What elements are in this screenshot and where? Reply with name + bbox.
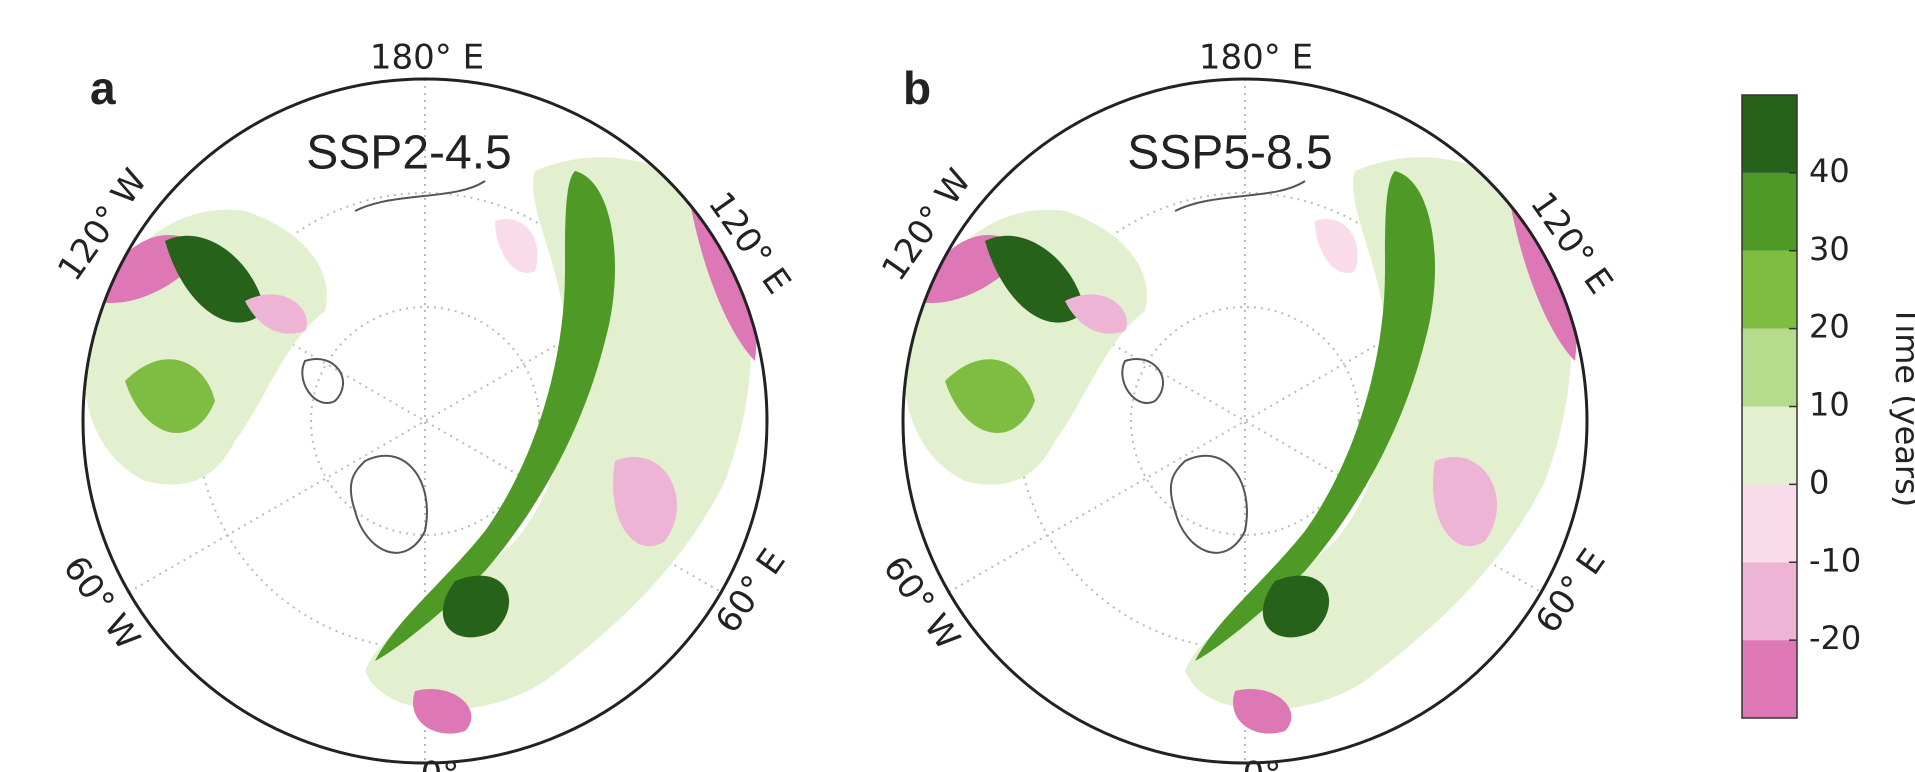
colorbar-segment <box>1742 484 1797 562</box>
colorbar-segment <box>1742 95 1797 173</box>
colorbar-segment <box>1742 562 1797 640</box>
colorbar-segment <box>1742 407 1797 485</box>
panel-label: a <box>90 62 116 114</box>
colorbar-segment <box>1742 173 1797 251</box>
lon-label: 60° W <box>55 549 148 658</box>
lon-label: 180° E <box>370 38 484 78</box>
colorbar-tick-label: -10 <box>1809 541 1861 579</box>
colorbar-segment <box>1742 329 1797 407</box>
colorbar: -20 -10 0 10 20 30 40 Time (years) <box>1742 95 1915 718</box>
colorbar-tick-label: -20 <box>1809 619 1861 657</box>
figure: a SSP2-4.5 180° E 120° W 120° E 60° W 60… <box>0 0 1915 772</box>
colorbar-tick-label: 30 <box>1809 230 1850 268</box>
colorbar-tick-label: 40 <box>1809 152 1850 190</box>
lon-label: 0° <box>421 755 460 772</box>
lon-label: 0° <box>1243 755 1282 772</box>
colorbar-tick-label: 0 <box>1809 463 1829 501</box>
map-panel <box>903 79 1587 763</box>
colorbar-label: Time (years) <box>1888 305 1915 508</box>
lon-label: 180° E <box>1199 38 1313 78</box>
map-panel <box>83 79 767 763</box>
panel-label: b <box>903 62 931 114</box>
colorbar-tick-label: 10 <box>1809 386 1850 424</box>
colorbar-segment <box>1742 251 1797 329</box>
panel-title: SSP2-4.5 <box>306 127 511 180</box>
colorbar-tick-label: 20 <box>1809 308 1850 346</box>
panel-title: SSP5-8.5 <box>1127 127 1332 180</box>
lon-label: 60° W <box>875 549 968 658</box>
colorbar-segment <box>1742 640 1797 718</box>
